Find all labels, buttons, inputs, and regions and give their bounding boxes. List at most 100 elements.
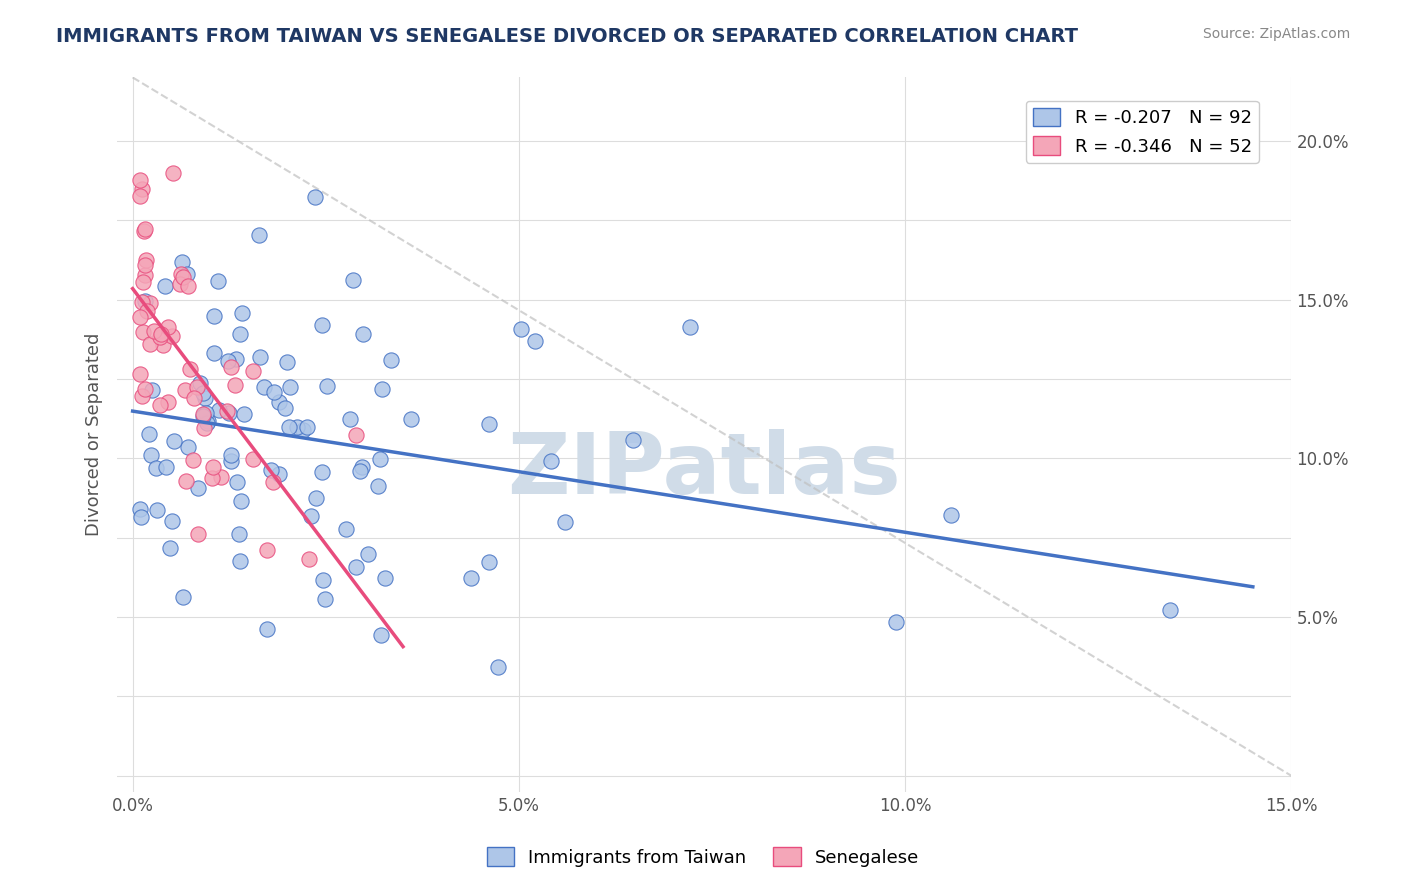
Point (160, 328, 183, 343)
Point (217, 404, 239, 418)
Point (141, 448, 163, 462)
Point (156, 395, 179, 409)
Point (316, 378, 339, 392)
Point (176, 267, 198, 281)
Point (274, 401, 297, 416)
Point (253, 380, 276, 394)
Point (209, 470, 232, 484)
Point (219, 454, 242, 468)
Y-axis label: Divorced or Separated: Divorced or Separated (86, 333, 103, 536)
Point (174, 474, 197, 488)
Point (139, 295, 162, 310)
Point (554, 516, 576, 530)
Point (269, 394, 291, 409)
Point (131, 388, 153, 402)
Point (163, 434, 186, 449)
Point (218, 406, 240, 420)
Point (370, 382, 392, 396)
Point (242, 452, 264, 467)
Point (269, 467, 291, 481)
Point (187, 482, 209, 496)
Point (217, 354, 239, 368)
Point (146, 503, 169, 517)
Point (149, 330, 172, 344)
Point (132, 276, 155, 290)
Point (478, 417, 501, 431)
Point (159, 541, 181, 555)
Point (135, 253, 157, 268)
Text: IMMIGRANTS FROM TAIWAN VS SENEGALESE DIVORCED OR SEPARATED CORRELATION CHART: IMMIGRANTS FROM TAIWAN VS SENEGALESE DIV… (56, 27, 1078, 45)
Point (352, 459, 374, 474)
Point (152, 338, 174, 352)
Point (155, 460, 177, 475)
Point (177, 279, 200, 293)
Point (188, 376, 211, 390)
Point (311, 318, 333, 332)
Point (229, 554, 252, 568)
Point (460, 571, 482, 585)
Point (138, 427, 160, 442)
Point (186, 380, 208, 394)
Point (259, 463, 281, 477)
Point (131, 181, 153, 195)
Point (219, 359, 242, 374)
Point (219, 448, 242, 462)
Point (202, 310, 225, 324)
Point (478, 555, 501, 569)
Point (169, 277, 191, 291)
Point (523, 334, 546, 348)
Point (367, 479, 389, 493)
Point (153, 278, 176, 293)
Point (207, 275, 229, 289)
Point (193, 407, 215, 421)
Point (156, 320, 179, 334)
Legend: Immigrants from Taiwan, Senegalese: Immigrants from Taiwan, Senegalese (479, 840, 927, 874)
Point (191, 409, 214, 424)
Point (191, 385, 214, 400)
Point (195, 416, 218, 430)
Point (249, 350, 271, 364)
Point (262, 475, 284, 489)
Point (278, 380, 301, 394)
Point (295, 420, 318, 434)
Point (149, 398, 172, 412)
Point (129, 509, 152, 524)
Point (352, 326, 374, 341)
Point (256, 542, 278, 557)
Point (145, 460, 167, 475)
Point (129, 189, 152, 203)
Point (197, 414, 219, 428)
Point (368, 451, 391, 466)
Text: Source: ZipAtlas.com: Source: ZipAtlas.com (1202, 27, 1350, 41)
Point (134, 222, 156, 236)
Point (357, 547, 380, 561)
Point (208, 402, 231, 417)
Point (228, 526, 250, 541)
Point (374, 571, 396, 585)
Point (679, 320, 702, 334)
Point (141, 383, 163, 397)
Point (314, 592, 336, 607)
Point (370, 628, 392, 642)
Legend: R = -0.207   N = 92, R = -0.346   N = 52: R = -0.207 N = 92, R = -0.346 N = 52 (1026, 101, 1258, 163)
Point (224, 378, 246, 392)
Point (231, 306, 253, 320)
Point (194, 391, 217, 405)
Point (134, 382, 156, 396)
Point (304, 190, 326, 204)
Point (380, 353, 402, 368)
Point (134, 268, 156, 282)
Point (349, 464, 371, 478)
Point (540, 454, 562, 468)
Point (139, 337, 162, 351)
Point (344, 428, 367, 442)
Point (335, 522, 357, 536)
Point (242, 364, 264, 378)
Point (187, 527, 209, 541)
Point (131, 325, 153, 339)
Point (202, 459, 225, 474)
Point (172, 254, 194, 268)
Point (201, 471, 224, 485)
Point (291, 423, 314, 437)
Point (134, 293, 156, 308)
